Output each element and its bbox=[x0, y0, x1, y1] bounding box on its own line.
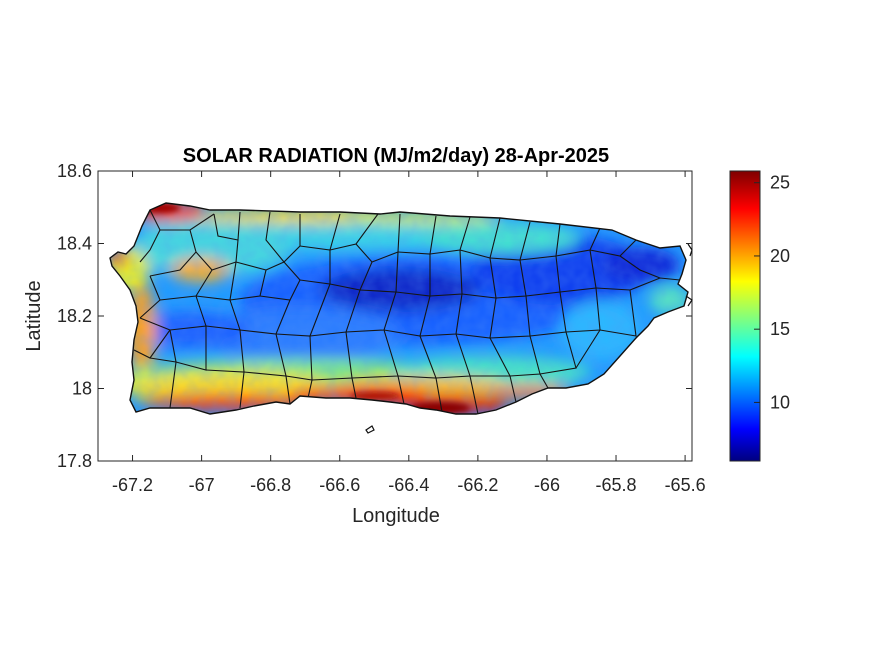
x-tick-label: -66.4 bbox=[388, 475, 429, 495]
chart-title: SOLAR RADIATION (MJ/m2/day) 28-Apr-2025 bbox=[183, 145, 609, 167]
y-tick-label: 18.6 bbox=[57, 161, 92, 181]
x-axis-label: Longitude bbox=[352, 505, 440, 527]
x-tick-label: -66 bbox=[534, 475, 560, 495]
x-tick-label: -65.6 bbox=[665, 475, 706, 495]
y-tick-label: 18 bbox=[72, 379, 92, 399]
x-tick-label: -66.2 bbox=[457, 475, 498, 495]
x-tick-label: -66.8 bbox=[250, 475, 291, 495]
colorbar-tick-label: 15 bbox=[770, 319, 790, 339]
y-axis-ticks: 17.8 18 18.2 18.4 18.6 bbox=[57, 161, 692, 471]
colorbar-tick-label: 25 bbox=[770, 173, 790, 193]
colorbar-gradient bbox=[729, 170, 761, 462]
x-tick-label: -67.2 bbox=[112, 475, 153, 495]
municipal-boundaries bbox=[133, 209, 681, 414]
x-tick-label: -66.6 bbox=[319, 475, 360, 495]
y-tick-label: 18.2 bbox=[57, 306, 92, 326]
colorbar: 10 15 20 25 bbox=[729, 170, 790, 462]
offshore-islets bbox=[365, 243, 693, 434]
y-tick-label: 17.8 bbox=[57, 451, 92, 471]
x-tick-label: -67 bbox=[189, 475, 215, 495]
x-axis-ticks: -67.2 -67 -66.8 -66.6 -66.4 -66.2 -66 -65.8 -65.… bbox=[112, 171, 706, 495]
x-tick-label: -65.8 bbox=[596, 475, 637, 495]
colorbar-ticks: 10 15 20 25 bbox=[754, 173, 790, 412]
colorbar-tick-label: 20 bbox=[770, 246, 790, 266]
y-axis-label: Latitude bbox=[23, 280, 45, 351]
y-tick-label: 18.4 bbox=[57, 234, 92, 254]
colorbar-tick-label: 10 bbox=[770, 392, 790, 412]
